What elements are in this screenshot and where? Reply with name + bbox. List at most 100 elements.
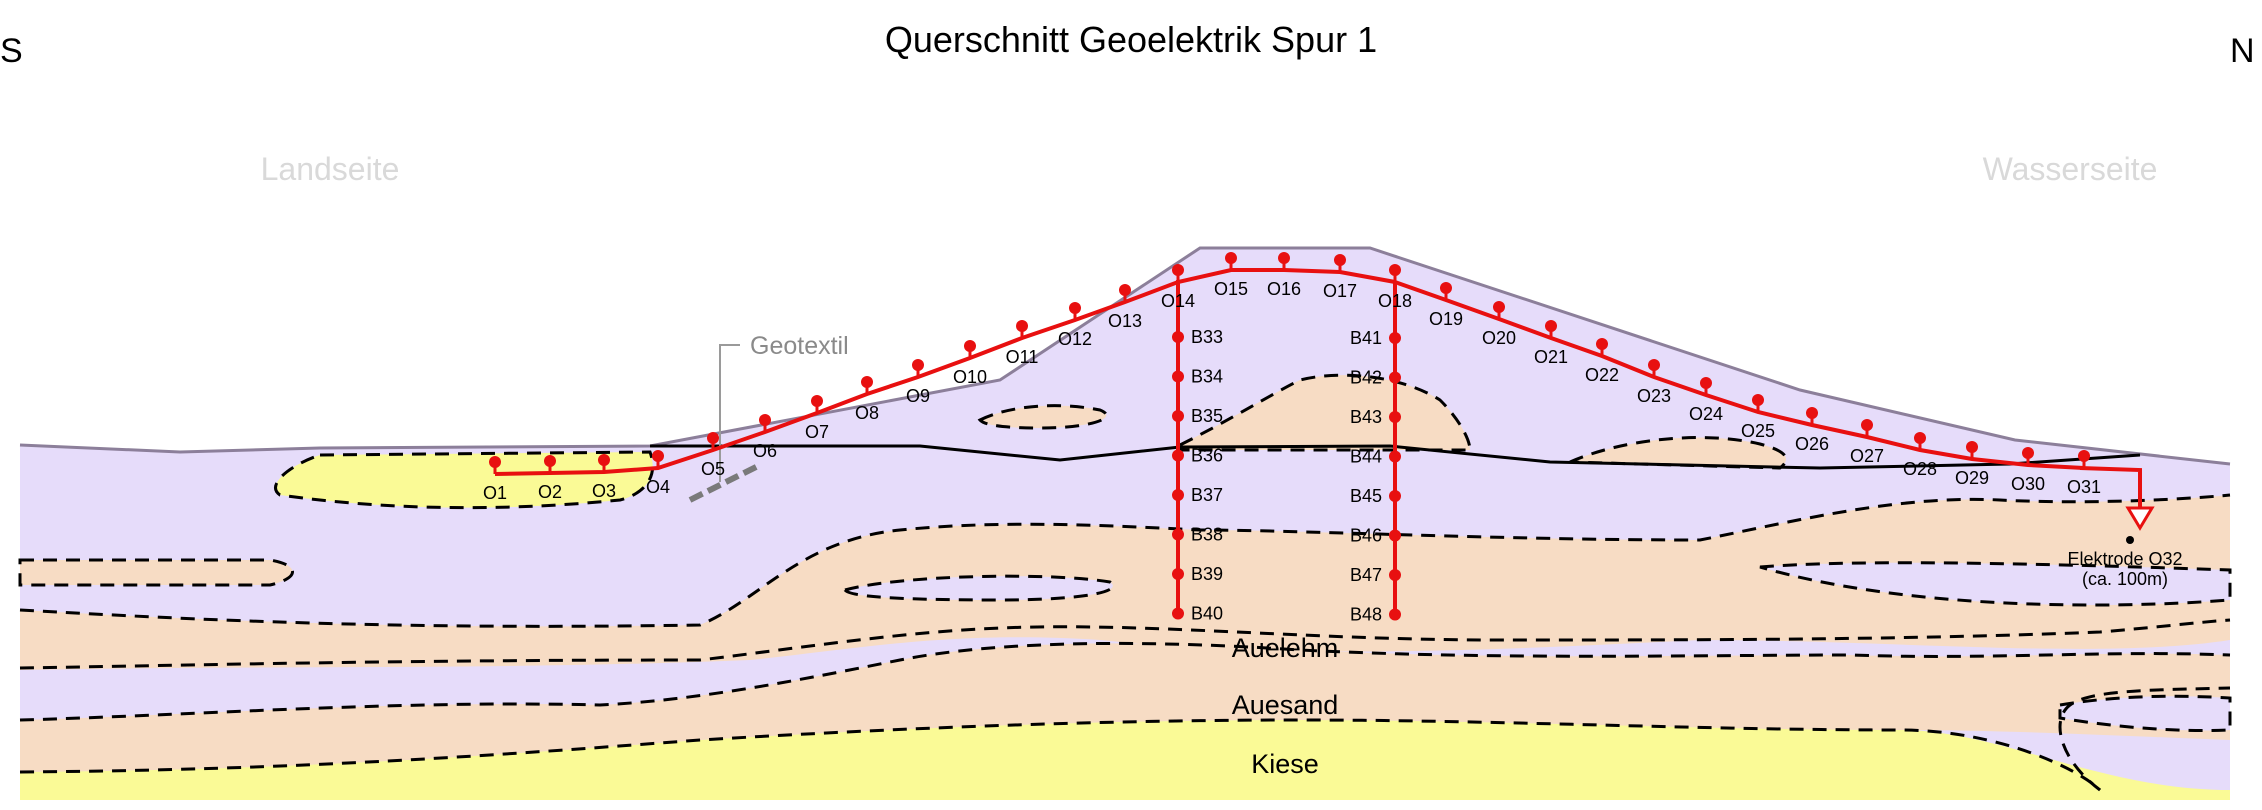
side-label-land: Landseite (261, 151, 400, 187)
purple-lens-right (1759, 561, 2232, 607)
electrode-point (1966, 441, 1978, 453)
borehole-2-electrode-point (1389, 411, 1401, 423)
electrode-point (861, 376, 873, 388)
borehole-1-electrode-point (1172, 331, 1184, 343)
layer-label-kiese: Kiese (1251, 749, 1319, 779)
borehole-1-electrode-point (1172, 489, 1184, 501)
electrode-point (1914, 432, 1926, 444)
remote-electrode-arrow (2125, 506, 2155, 531)
gravel-layer-top (19, 718, 2102, 792)
borehole-1-electrode-label: B35 (1191, 406, 1223, 426)
borehole-2-electrode-label: B44 (1350, 447, 1382, 467)
electrode-label: O16 (1267, 279, 1301, 299)
electrode-label: O12 (1058, 329, 1092, 349)
electrode-point (1334, 254, 1346, 266)
electrode-label: O19 (1429, 309, 1463, 329)
electrode-label: O1 (483, 483, 507, 503)
dike-outline (19, 246, 2231, 466)
borehole-1-electrode-label: B40 (1191, 604, 1223, 624)
purple-lens-middle (842, 574, 1115, 602)
electrode-point (652, 450, 664, 462)
layer-label-auesand: Auesand (1232, 690, 1339, 720)
electrode-label: O26 (1795, 434, 1829, 454)
borehole-2-electrode-point (1389, 608, 1401, 621)
electrode-label: O21 (1534, 347, 1568, 367)
electrode-point (1225, 252, 1237, 264)
electrode-point (598, 454, 610, 466)
electrode-point (707, 432, 719, 444)
borehole-1-electrode-label: B36 (1191, 446, 1223, 466)
electrode-point (2022, 447, 2034, 459)
sand-lens-right (1569, 436, 1788, 470)
electrode-point (912, 359, 924, 371)
right-lower-boundary (2058, 686, 2231, 792)
borehole-2-electrode-label: B47 (1350, 565, 1382, 585)
electrode-label: O27 (1850, 446, 1884, 466)
electrode-label: O30 (2011, 474, 2045, 494)
purple-lens-lower-right (2058, 694, 2232, 732)
sand-streak-left (18, 558, 294, 587)
electrode-point (489, 456, 501, 468)
electrode-point (1493, 301, 1505, 313)
electrode-label: O22 (1585, 365, 1619, 385)
sand-band-lower (20, 643, 2230, 772)
electrode-label: O31 (2067, 477, 2101, 497)
borehole-2-electrode-label: B45 (1350, 486, 1382, 506)
borehole-1-electrode-point (1172, 568, 1184, 580)
borehole-1-electrode-point (1172, 528, 1184, 541)
remote-electrode-label: Elektrode O32 (2067, 549, 2182, 569)
electrode-label: O5 (701, 459, 725, 479)
electrode-label: O8 (855, 403, 879, 423)
geotextile-leader (719, 344, 740, 482)
geotextile-marker (688, 463, 760, 503)
horizon-line (650, 444, 2141, 470)
layer-label-auelehm: Auelehm (1232, 633, 1339, 663)
gravel-layer (20, 720, 2230, 800)
electrode-point (759, 414, 771, 426)
electrode-label: O28 (1903, 459, 1937, 479)
electrode-point (1119, 284, 1131, 296)
borehole-1-electrode-label: B33 (1191, 327, 1223, 347)
borehole-1-electrode-label: B37 (1191, 485, 1223, 505)
sand-band-lower-bottom (19, 641, 2231, 722)
electrode-point (1806, 407, 1818, 419)
borehole-2-electrode-point (1389, 450, 1401, 463)
electrode-point (1278, 252, 1290, 264)
sand-band-middle (20, 495, 2230, 670)
sand-band-lower-top (19, 618, 2231, 670)
electrode-point (1389, 264, 1401, 276)
borehole-2-electrode-label: B41 (1350, 328, 1382, 348)
electrode-label: O10 (953, 367, 987, 387)
remote-electrode-note: (ca. 100m) (2082, 569, 2168, 589)
orientation-north: N (2230, 32, 2255, 70)
electrode-label: O4 (646, 477, 670, 497)
electrode-label: O6 (753, 441, 777, 461)
electrode-label: O29 (1955, 468, 1989, 488)
borehole-1-electrode-point (1172, 449, 1184, 462)
electrode-label: O17 (1323, 281, 1357, 301)
sand-lens-small (977, 404, 1108, 430)
electrode-point (964, 340, 976, 352)
diagram-title: Querschnitt Geoelektrik Spur 1 (885, 19, 1377, 60)
borehole-1-electrode-label: B34 (1191, 367, 1223, 387)
electrode-point (1861, 419, 1873, 431)
borehole-1-electrode-label: B39 (1191, 564, 1223, 584)
borehole-1-electrode-label: B38 (1191, 525, 1223, 545)
orientation-south: S (0, 32, 23, 70)
electrode-point (811, 395, 823, 407)
electrode-label: O2 (538, 482, 562, 502)
electrode-label: O7 (805, 422, 829, 442)
electrode-point (1752, 394, 1764, 406)
electrode-label: O3 (592, 481, 616, 501)
borehole-2-electrode-point (1389, 371, 1401, 384)
electrode-point (1172, 264, 1184, 276)
electrode-label: O11 (1006, 347, 1039, 367)
electrode-point (544, 455, 556, 467)
remote-electrode-point (2126, 536, 2134, 544)
electrode-point (2078, 450, 2090, 462)
borehole-2-electrode-label: B43 (1350, 407, 1382, 427)
electrode-point (1596, 338, 1608, 350)
electrode-marks: O1 O2 O3 O4 O5 O6 O7 O8 O9 O10 O11 O12 O13 O14 O15 O16 O… (483, 252, 2134, 625)
electrode-label: O25 (1741, 421, 1775, 441)
